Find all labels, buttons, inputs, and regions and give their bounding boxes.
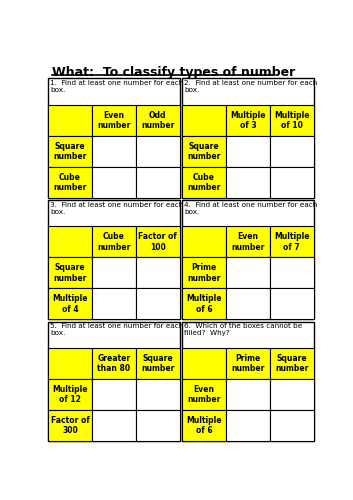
Bar: [48, 288, 92, 320]
Bar: [270, 379, 314, 410]
Text: 6.  Which of the boxes cannot be
filled?  Why?: 6. Which of the boxes cannot be filled? …: [184, 324, 303, 336]
Bar: [226, 226, 270, 258]
Bar: [182, 410, 226, 441]
Text: Prime
number: Prime number: [231, 354, 265, 374]
Bar: [182, 200, 314, 320]
Bar: [226, 167, 270, 198]
Bar: [136, 348, 180, 379]
Bar: [136, 258, 180, 288]
Bar: [270, 348, 314, 379]
Bar: [270, 288, 314, 320]
Text: Square
number: Square number: [53, 263, 86, 282]
Text: Even
number: Even number: [187, 385, 221, 404]
Bar: [92, 288, 136, 320]
Text: 3.  Find at least one number for each
box.: 3. Find at least one number for each box…: [50, 202, 184, 214]
Bar: [92, 104, 136, 136]
Bar: [48, 348, 92, 379]
Bar: [92, 136, 136, 167]
Bar: [182, 136, 226, 167]
Bar: [182, 322, 314, 441]
Bar: [226, 348, 270, 379]
Text: Cube
number: Cube number: [97, 232, 131, 252]
Bar: [226, 288, 270, 320]
Bar: [182, 167, 226, 198]
Bar: [270, 410, 314, 441]
Text: Multiple
of 7: Multiple of 7: [274, 232, 310, 252]
Bar: [270, 104, 314, 136]
Text: What:  To classify types of number: What: To classify types of number: [52, 66, 295, 79]
Bar: [270, 258, 314, 288]
Bar: [270, 167, 314, 198]
Bar: [136, 379, 180, 410]
Bar: [48, 136, 92, 167]
Bar: [92, 348, 136, 379]
Text: Multiple
of 6: Multiple of 6: [186, 294, 222, 314]
Text: 5.  Find at least one number for each
box.: 5. Find at least one number for each box…: [50, 324, 184, 336]
Bar: [226, 136, 270, 167]
Bar: [226, 258, 270, 288]
Text: Multiple
of 12: Multiple of 12: [52, 385, 88, 404]
Text: Greater
than 80: Greater than 80: [97, 354, 131, 374]
Text: Square
number: Square number: [53, 142, 86, 161]
Text: Factor of
300: Factor of 300: [50, 416, 89, 436]
Bar: [92, 379, 136, 410]
Text: Multiple
of 3: Multiple of 3: [230, 110, 266, 130]
Text: Factor of
100: Factor of 100: [138, 232, 177, 252]
Text: Square
number: Square number: [275, 354, 309, 374]
Bar: [48, 167, 92, 198]
Bar: [48, 226, 92, 258]
Bar: [182, 379, 226, 410]
Bar: [136, 104, 180, 136]
Bar: [182, 288, 226, 320]
Text: Square
number: Square number: [141, 354, 174, 374]
Bar: [270, 136, 314, 167]
Bar: [92, 410, 136, 441]
Bar: [136, 167, 180, 198]
Text: Multiple
of 6: Multiple of 6: [186, 416, 222, 436]
Text: 1.  Find at least one number for each
box.: 1. Find at least one number for each box…: [50, 80, 184, 93]
Text: Cube
number: Cube number: [53, 172, 86, 192]
Bar: [226, 104, 270, 136]
Bar: [182, 348, 226, 379]
Text: Odd
number: Odd number: [141, 110, 174, 130]
Bar: [182, 226, 226, 258]
Text: Even
number: Even number: [97, 110, 131, 130]
Bar: [270, 226, 314, 258]
Text: Cube
number: Cube number: [187, 172, 221, 192]
Bar: [48, 104, 92, 136]
Bar: [136, 136, 180, 167]
Bar: [182, 258, 226, 288]
Bar: [48, 322, 180, 441]
Text: Square
number: Square number: [187, 142, 221, 161]
Bar: [136, 226, 180, 258]
Bar: [92, 167, 136, 198]
Bar: [92, 258, 136, 288]
Text: Multiple
of 4: Multiple of 4: [52, 294, 88, 314]
Text: Multiple
of 10: Multiple of 10: [274, 110, 310, 130]
Bar: [226, 379, 270, 410]
Bar: [182, 78, 314, 198]
Bar: [92, 226, 136, 258]
Bar: [48, 258, 92, 288]
Text: 4.  Find at least one number for each
box.: 4. Find at least one number for each box…: [184, 202, 318, 214]
Bar: [136, 288, 180, 320]
Bar: [48, 200, 180, 320]
Text: 2.  Find at least one number for each
box.: 2. Find at least one number for each box…: [184, 80, 318, 93]
Bar: [48, 410, 92, 441]
Bar: [48, 78, 180, 198]
Text: Even
number: Even number: [231, 232, 265, 252]
Bar: [182, 104, 226, 136]
Bar: [136, 410, 180, 441]
Text: Prime
number: Prime number: [187, 263, 221, 282]
Bar: [48, 379, 92, 410]
Bar: [226, 410, 270, 441]
